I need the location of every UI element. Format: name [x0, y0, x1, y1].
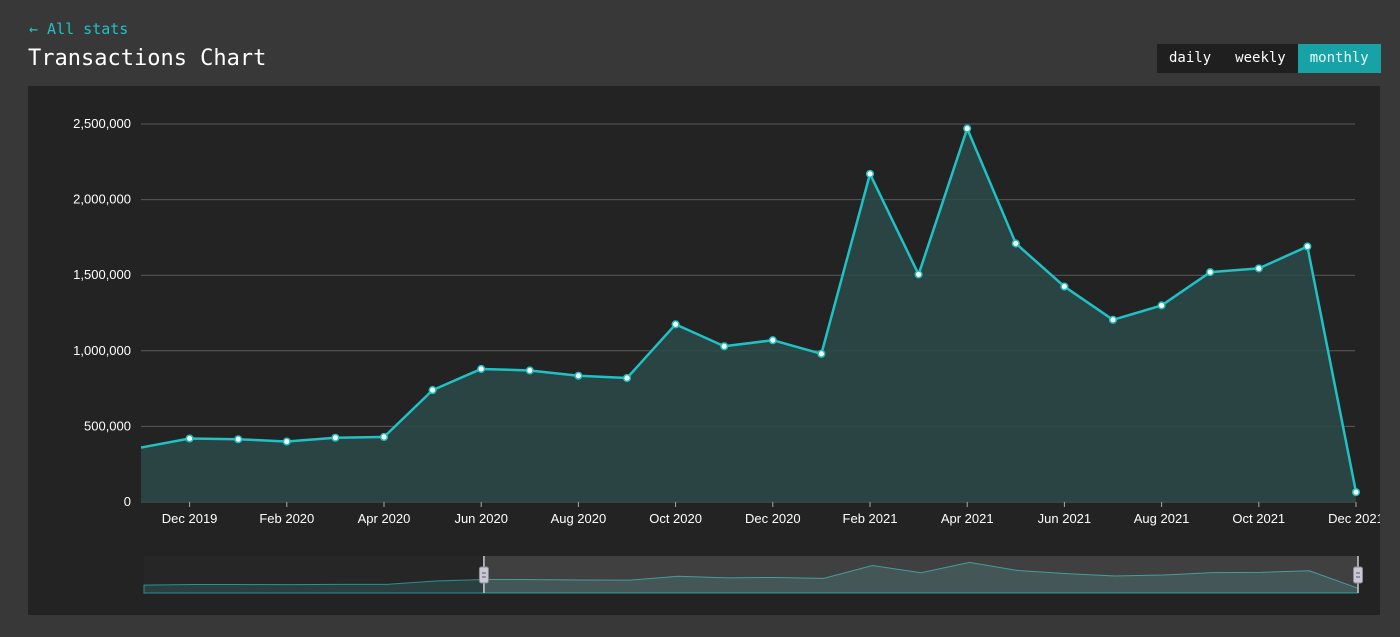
data-point	[914, 270, 923, 279]
data-point	[1254, 264, 1263, 273]
x-tick-label: Jun 2020	[454, 511, 508, 526]
data-point	[720, 342, 729, 351]
y-tick-label: 1,000,000	[73, 343, 131, 358]
y-tick-label: 2,500,000	[73, 116, 131, 131]
x-tick-label: Feb 2021	[843, 511, 898, 526]
x-tick-label: Oct 2020	[649, 511, 702, 526]
chart-panel: 0 500,000 1,000,000 1,500,000 2,000,000 2,500…	[28, 86, 1380, 615]
y-tick-label: 1,500,000	[73, 267, 131, 282]
x-tick-label: Dec 2021	[1328, 511, 1380, 526]
navigator-left-handle[interactable]	[478, 556, 489, 593]
x-tick-label: Aug 2020	[551, 511, 607, 526]
navigator-right-handle[interactable]	[1353, 556, 1363, 593]
range-weekly-button[interactable]: weekly	[1235, 50, 1286, 66]
data-point	[1011, 239, 1020, 248]
data-point	[768, 336, 777, 345]
data-point	[817, 349, 826, 358]
data-point	[379, 432, 389, 442]
data-point	[622, 373, 632, 383]
range-toggle: daily weekly monthly	[1157, 44, 1381, 73]
data-point	[1157, 301, 1166, 310]
data-point	[1206, 268, 1215, 277]
series-line	[140, 127, 1358, 493]
data-point	[671, 320, 680, 329]
navigator-series	[143, 561, 1359, 594]
x-tick-label: Apr 2020	[358, 511, 411, 526]
data-point	[234, 435, 243, 444]
navigator-selection	[483, 556, 1358, 593]
data-point	[865, 169, 875, 178]
all-stats-link[interactable]: ← All stats	[29, 20, 129, 38]
data-point	[525, 366, 534, 375]
data-point	[331, 433, 340, 442]
data-point	[1303, 242, 1312, 251]
data-point	[185, 434, 194, 443]
y-tick-label: 2,000,000	[73, 192, 131, 207]
data-point	[428, 386, 437, 395]
range-monthly-button[interactable]: monthly	[1297, 44, 1381, 73]
x-tick-label: Apr 2021	[941, 511, 994, 526]
data-point	[477, 364, 486, 373]
x-tick-label: Jun 2021	[1038, 511, 1092, 526]
x-tick-label: Aug 2021	[1134, 511, 1190, 526]
x-tick-label: Oct 2021	[1232, 511, 1285, 526]
navigator-handle-grip	[478, 566, 489, 584]
x-tick-label: Feb 2020	[259, 511, 314, 526]
navigator-handle-grip	[1353, 566, 1363, 584]
data-point	[574, 371, 583, 380]
y-tick-label: 0	[124, 494, 131, 509]
x-tick-label: Dec 2019	[162, 511, 218, 526]
data-point	[1351, 488, 1361, 497]
range-daily-button[interactable]: daily	[1169, 50, 1212, 66]
data-point	[282, 437, 291, 446]
series-area	[141, 128, 1356, 502]
data-point	[1108, 315, 1118, 324]
data-point	[1060, 282, 1069, 291]
transactions-chart: 0 500,000 1,000,000 1,500,000 2,000,000 2,500…	[73, 116, 1380, 594]
data-point	[963, 124, 972, 133]
page-title: Transactions Chart	[28, 46, 267, 71]
x-tick-label: Dec 2020	[745, 511, 801, 526]
y-tick-label: 500,000	[84, 418, 131, 433]
